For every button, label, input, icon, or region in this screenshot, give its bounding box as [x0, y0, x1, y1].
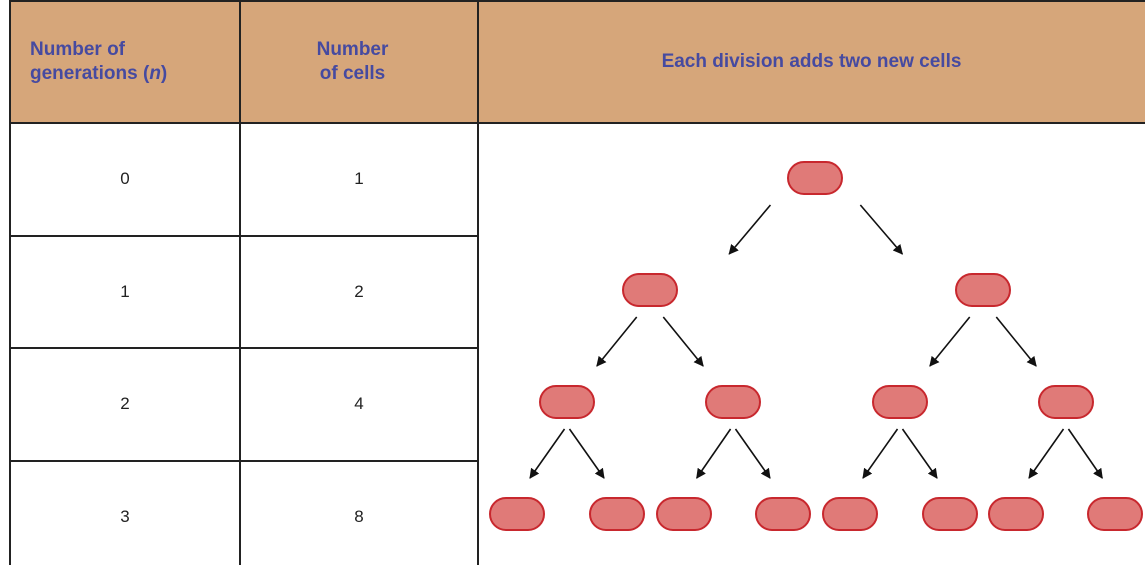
arrow [1028, 428, 1065, 479]
cell-icon [622, 273, 678, 307]
cell-icon [755, 497, 811, 531]
arrow [568, 428, 605, 479]
cell-icon [705, 385, 761, 419]
arrow [901, 428, 938, 479]
row-border [10, 347, 478, 349]
cell-icon [589, 497, 645, 531]
header-text-part: ) [160, 62, 168, 84]
header-text: Number of cells [316, 38, 389, 84]
cell-icon [1038, 385, 1094, 419]
cell-icon [822, 497, 878, 531]
table-cell: 8 [354, 506, 364, 526]
arrow [862, 428, 899, 479]
arrow [995, 316, 1037, 367]
table-cell: 2 [120, 394, 130, 413]
table-cell: 2 [354, 281, 364, 301]
arrow [1067, 428, 1103, 479]
row-border [10, 459, 478, 462]
table-cell: 3 [120, 506, 130, 526]
cell-icon [656, 497, 712, 531]
cell-icon [787, 161, 843, 195]
arrow [662, 316, 704, 367]
header-text: Number of generations (n) [30, 38, 190, 86]
table-cell: 4 [354, 394, 364, 413]
row-border [10, 234, 478, 237]
table-cell: 1 [354, 169, 364, 188]
header-cell: Number of generations (n) [10, 0, 240, 123]
table-cell: 0 [120, 169, 130, 188]
header-text-part: Number of generations ( [30, 38, 150, 84]
header-italic: n [149, 62, 161, 84]
arrow [929, 316, 971, 367]
header-text: Each division adds two new cells [661, 50, 962, 72]
cell-icon [955, 273, 1011, 307]
arrow [596, 316, 638, 367]
border [10, 122, 1145, 124]
border [9, 0, 11, 565]
cell-icon [872, 385, 928, 419]
border [477, 0, 479, 565]
cell-icon [1087, 497, 1143, 531]
border [239, 0, 241, 565]
header-cell: Each division adds two new cells [478, 0, 1145, 123]
header-cell: Number of cells [240, 0, 478, 123]
border [10, 0, 1145, 2]
arrow [696, 428, 732, 479]
arrow [728, 204, 772, 255]
arrow [734, 428, 771, 479]
cell-icon [988, 497, 1044, 531]
arrow [529, 428, 566, 479]
arrow [859, 204, 904, 255]
cell-icon [922, 497, 978, 531]
table-cell: 1 [120, 281, 130, 301]
cell-icon [539, 385, 595, 419]
cell-icon [489, 497, 545, 531]
